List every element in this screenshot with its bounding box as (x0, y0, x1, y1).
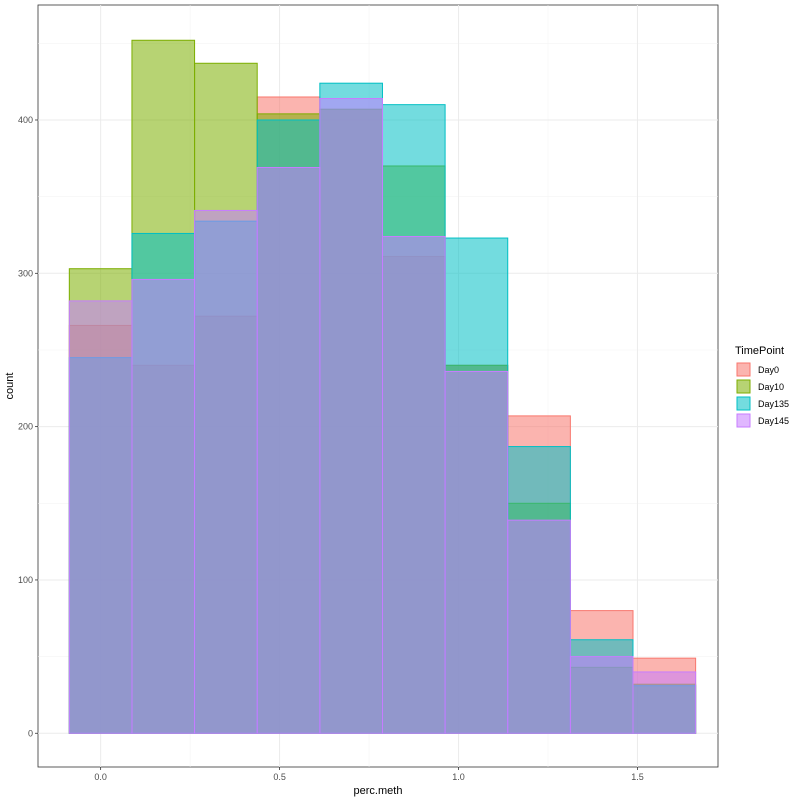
legend-label-day0: Day0 (758, 365, 779, 375)
x-tick-label: 0.0 (94, 772, 107, 782)
y-tick-label: 200 (18, 422, 33, 432)
legend-label-day10: Day10 (758, 382, 784, 392)
y-tick-label: 400 (18, 115, 33, 125)
legend-swatch-day135 (736, 396, 751, 411)
bar-day145-bin-9 (632, 671, 697, 734)
y-axis-title: count (4, 373, 16, 400)
bar-day145-bin-2 (194, 209, 258, 734)
x-axis-title: perc.meth (354, 785, 403, 797)
legend: TimePoint Day0 Day10 Day135 Day145 (735, 345, 789, 428)
y-tick-label: 0 (28, 728, 33, 738)
y-tick-label: 100 (18, 575, 33, 585)
legend-swatch-day10 (736, 379, 751, 394)
legend-title: TimePoint (735, 345, 784, 357)
legend-label-day145: Day145 (758, 416, 789, 426)
bar-day145-bin-0 (68, 300, 133, 734)
x-tick-label: 0.5 (273, 772, 286, 782)
legend-swatch-day0 (736, 362, 751, 377)
bar-day145-bin-1 (131, 278, 196, 734)
legend-label-day135: Day135 (758, 399, 789, 409)
bar-day145-bin-8 (569, 656, 634, 734)
x-tick-label: 1.0 (452, 772, 465, 782)
axis-ticks: 0.0 0.5 1.0 1.5 0 100 200 300 400 (18, 115, 644, 782)
legend-swatch-day145 (736, 413, 751, 428)
bar-day145-bin-6 (444, 370, 509, 734)
bar-day145-bin-7 (507, 519, 571, 734)
histogram-bars (68, 39, 697, 734)
bar-day145-bin-3 (256, 167, 321, 734)
bar-day145-bin-5 (381, 236, 446, 734)
bar-day145-bin-4 (319, 98, 383, 734)
x-tick-label: 1.5 (631, 772, 644, 782)
y-tick-label: 300 (18, 268, 33, 278)
